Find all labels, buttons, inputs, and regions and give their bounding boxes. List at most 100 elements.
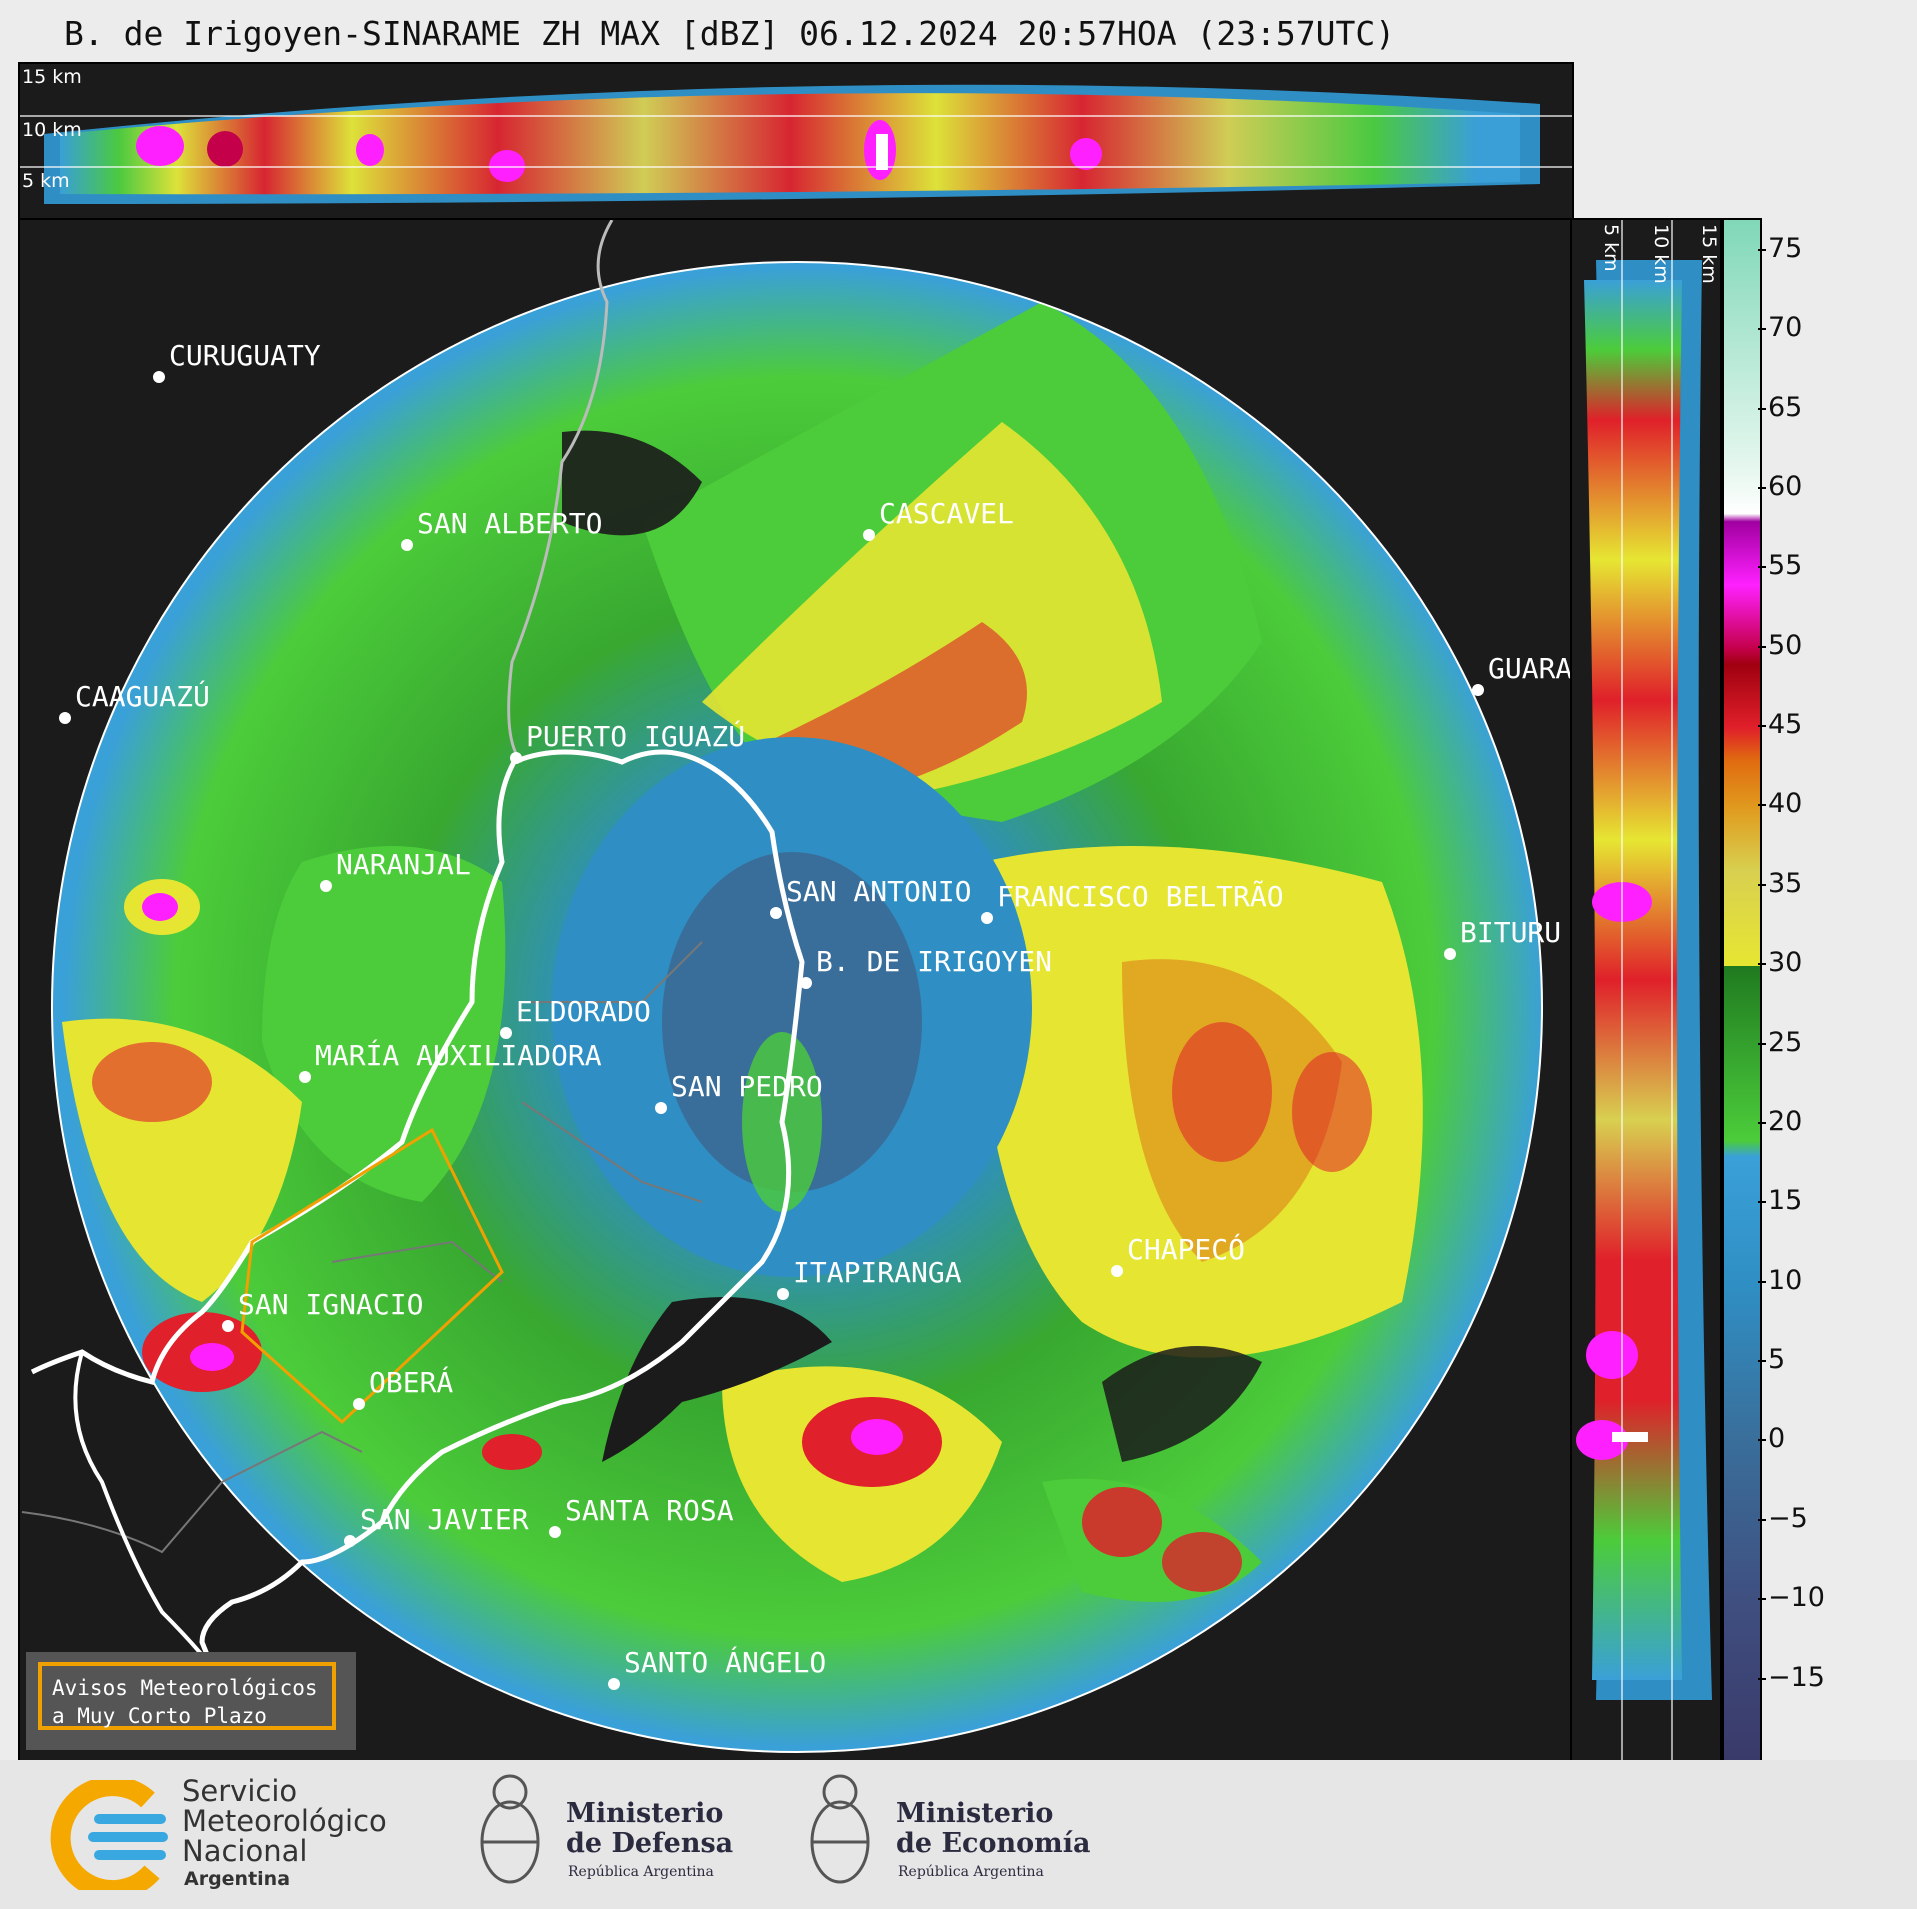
colorbar-tick-label: 10 xyxy=(1768,1264,1803,1296)
top-label-15km: 15 km xyxy=(22,66,82,88)
defensa-coat-of-arms-icon xyxy=(480,1774,540,1884)
side-cross-section: 5 km 10 km 15 km xyxy=(1570,218,1722,1762)
colorbar-tick-mark xyxy=(1758,725,1766,728)
colorbar-tick-label: −5 xyxy=(1768,1502,1808,1534)
colorbar-tick-label: 30 xyxy=(1768,947,1803,979)
warning-line-2: a Muy Corto Plazo xyxy=(52,1704,267,1728)
city-label: ELDORADO xyxy=(516,995,651,1028)
colorbar-tick-mark xyxy=(1758,804,1766,807)
top-label-5km: 5 km xyxy=(22,170,70,192)
city-label: SANTA ROSA xyxy=(565,1494,734,1527)
defensa-line-1: Ministerio xyxy=(566,1798,724,1829)
colorbar-tick-label: 35 xyxy=(1768,867,1803,899)
city-dot-icon xyxy=(510,752,522,764)
footer-logos: Servicio Meteorológico Nacional Argentin… xyxy=(0,1760,1917,1909)
city-dot-icon xyxy=(863,529,875,541)
economia-line-1: Ministerio xyxy=(896,1798,1054,1829)
radar-map-panel[interactable] xyxy=(18,218,1574,1762)
city-label: SAN ANTONIO xyxy=(786,875,972,908)
city-dot-icon xyxy=(320,880,332,892)
side-label-5km: 5 km xyxy=(1600,224,1622,272)
city-label: ITAPIRANGA xyxy=(793,1256,962,1289)
city-label: SAN ALBERTO xyxy=(417,507,603,540)
city-dot-icon xyxy=(153,371,165,383)
colorbar-tick-label: −10 xyxy=(1768,1582,1825,1614)
top-label-10km: 10 km xyxy=(22,119,82,141)
colorbar-tick-mark xyxy=(1758,963,1766,966)
city-label: BITURU xyxy=(1460,916,1562,949)
colorbar-tick-mark xyxy=(1758,566,1766,569)
city-dot-icon xyxy=(1444,948,1456,960)
colorbar-tick-mark xyxy=(1758,328,1766,331)
economia-coat-of-arms-icon xyxy=(810,1774,870,1884)
city-dot-icon xyxy=(222,1320,234,1332)
city-dot-icon xyxy=(777,1288,789,1300)
colorbar-tick-label: 45 xyxy=(1768,709,1803,741)
colorbar-tick-label: 60 xyxy=(1768,470,1803,502)
defensa-line-3: República Argentina xyxy=(568,1864,714,1880)
city-dot-icon xyxy=(500,1027,512,1039)
colorbar-tick-label: 40 xyxy=(1768,788,1803,820)
colorbar-tick-label: 50 xyxy=(1768,629,1803,661)
city-label: NARANJAL xyxy=(336,848,471,881)
city-dot-icon xyxy=(770,907,782,919)
warning-legend-frame: Avisos Meteorológicos a Muy Corto Plazo xyxy=(38,1662,336,1730)
colorbar-tick-label: 25 xyxy=(1768,1026,1803,1058)
side-label-15km: 15 km xyxy=(1698,224,1720,284)
map-title: B. de Irigoyen-SINARAME ZH MAX [dBZ] 06.… xyxy=(64,14,1396,53)
city-label: CURUGUATY xyxy=(169,339,321,372)
city-dot-icon xyxy=(299,1071,311,1083)
city-label: SANTO ÁNGELO xyxy=(624,1646,827,1679)
colorbar-tick-mark xyxy=(1758,1360,1766,1363)
colorbar-tick-mark xyxy=(1758,1042,1766,1045)
city-label: SAN JAVIER xyxy=(360,1503,529,1536)
economia-line-2: de Economía xyxy=(896,1828,1091,1859)
colorbar-tick-label: 15 xyxy=(1768,1185,1803,1217)
city-label: CHAPECÓ xyxy=(1127,1233,1246,1266)
city-label: MARÍA AUXILIADORA xyxy=(315,1039,602,1072)
radar-map xyxy=(21,220,1543,1753)
city-label: PUERTO IGUAZÚ xyxy=(526,720,746,753)
warning-legend[interactable]: Avisos Meteorológicos a Muy Corto Plazo xyxy=(26,1652,356,1750)
colorbar-tick-mark xyxy=(1758,486,1766,489)
paraguay-border xyxy=(507,220,614,764)
colorbar-tick-label: 65 xyxy=(1768,391,1803,423)
misiones-border xyxy=(199,749,805,1668)
city-dot-icon xyxy=(344,1535,356,1547)
warning-line-1: Avisos Meteorológicos xyxy=(52,1676,318,1700)
city-dot-icon xyxy=(981,912,993,924)
colorbar-tick-mark xyxy=(1758,1201,1766,1204)
city-dot-icon xyxy=(401,539,413,551)
warning-polygon[interactable] xyxy=(240,1127,504,1425)
city-label: SAN IGNACIO xyxy=(238,1288,424,1321)
colorbar-tick-label: −15 xyxy=(1768,1661,1825,1693)
city-label: OBERÁ xyxy=(369,1366,454,1399)
range-ring xyxy=(51,261,1543,1753)
city-dot-icon xyxy=(608,1678,620,1690)
defensa-line-2: de Defensa xyxy=(566,1828,734,1859)
city-dot-icon xyxy=(1111,1265,1123,1277)
colorbar-tick-mark xyxy=(1758,1121,1766,1124)
city-dot-icon xyxy=(1472,684,1484,696)
city-dot-icon xyxy=(549,1526,561,1538)
colorbar-tick-label: 20 xyxy=(1768,1105,1803,1137)
colorbar-tick-label: 70 xyxy=(1768,312,1803,344)
side-cross-section-image xyxy=(1576,220,1712,1760)
city-dot-icon xyxy=(800,977,812,989)
colorbar-tick-label: 75 xyxy=(1768,232,1803,264)
colorbar-tick-label: 0 xyxy=(1768,1423,1786,1455)
city-label: FRANCISCO BELTRÃO xyxy=(997,880,1284,913)
colorbar-tick-mark xyxy=(1758,1598,1766,1601)
top-cross-section-image xyxy=(20,84,1572,204)
city-label: CAAGUAZÚ xyxy=(75,680,210,713)
city-label: B. DE IRIGOYEN xyxy=(816,945,1053,978)
smn-line-1: Servicio xyxy=(182,1774,298,1808)
city-label: SAN PEDRO xyxy=(671,1070,823,1103)
colorbar-tick-mark xyxy=(1758,407,1766,410)
city-label: GUARA xyxy=(1488,652,1573,685)
colorbar-tick-label: 5 xyxy=(1768,1344,1786,1376)
smn-line-2: Meteorológico xyxy=(182,1804,387,1838)
city-dot-icon xyxy=(655,1102,667,1114)
colorbar-tick-mark xyxy=(1758,1518,1766,1521)
economia-line-3: República Argentina xyxy=(898,1864,1044,1880)
